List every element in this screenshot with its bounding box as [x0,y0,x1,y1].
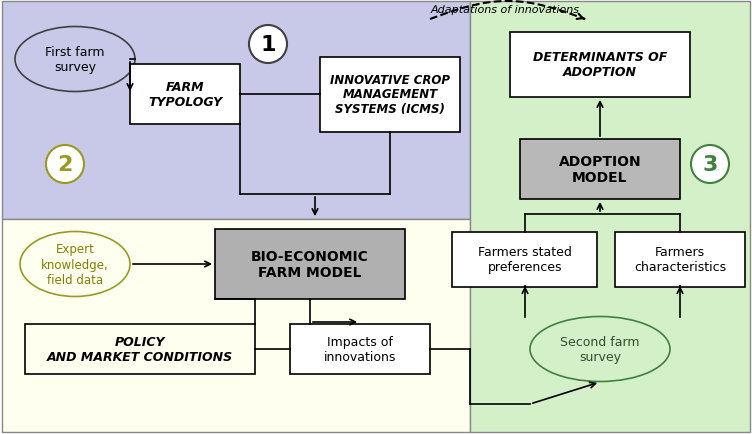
Ellipse shape [691,146,729,184]
Text: ADOPTION
MODEL: ADOPTION MODEL [559,155,641,185]
Ellipse shape [530,317,670,381]
Text: BIO-ECONOMIC
FARM MODEL: BIO-ECONOMIC FARM MODEL [251,249,369,279]
Ellipse shape [46,146,84,184]
Text: Second farm
survey: Second farm survey [560,335,640,363]
FancyBboxPatch shape [453,232,598,287]
Ellipse shape [249,26,287,64]
Text: 3: 3 [702,155,717,174]
Text: 2: 2 [57,155,73,174]
Text: 1: 1 [260,35,276,55]
FancyBboxPatch shape [615,232,745,287]
FancyBboxPatch shape [130,65,240,125]
Text: Farmers
characteristics: Farmers characteristics [634,246,726,273]
Text: DETERMINANTS OF
ADOPTION: DETERMINANTS OF ADOPTION [533,51,667,79]
FancyBboxPatch shape [215,230,405,299]
Text: FARM
TYPOLOGY: FARM TYPOLOGY [148,81,222,109]
Text: Expert
knowledge,
field data: Expert knowledge, field data [41,243,109,286]
FancyBboxPatch shape [510,33,690,97]
FancyBboxPatch shape [2,220,470,432]
FancyBboxPatch shape [520,140,680,200]
Ellipse shape [15,27,135,92]
Text: INNOVATIVE CROP
MANAGEMENT
SYSTEMS (ICMS): INNOVATIVE CROP MANAGEMENT SYSTEMS (ICMS… [330,73,450,116]
FancyBboxPatch shape [2,2,470,220]
Text: Adaptations of innovations: Adaptations of innovations [430,5,580,15]
FancyBboxPatch shape [470,2,750,432]
Text: Farmers stated
preferences: Farmers stated preferences [478,246,572,273]
FancyBboxPatch shape [320,57,460,132]
Text: Impacts of
innovations: Impacts of innovations [324,335,396,363]
Text: First farm
survey: First farm survey [45,46,105,74]
FancyBboxPatch shape [290,324,430,374]
Text: POLICY
AND MARKET CONDITIONS: POLICY AND MARKET CONDITIONS [47,335,233,363]
Ellipse shape [20,232,130,297]
FancyBboxPatch shape [25,324,255,374]
